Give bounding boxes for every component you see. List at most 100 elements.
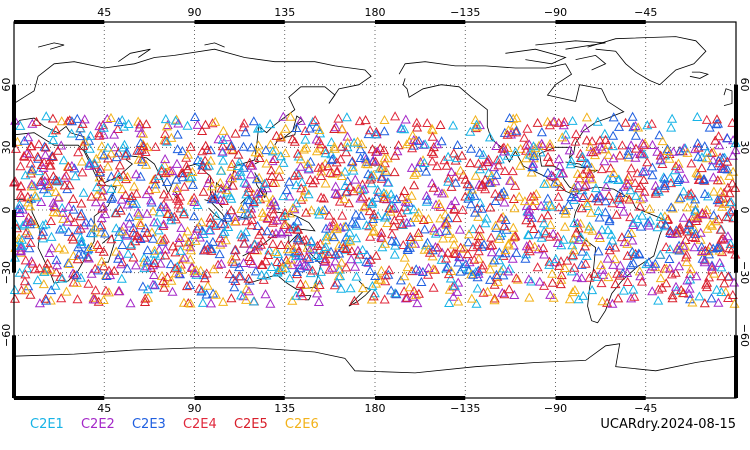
observation-marker xyxy=(214,248,225,259)
observation-marker xyxy=(238,210,249,220)
lon-label-bottom: 180 xyxy=(365,402,386,415)
observation-marker xyxy=(109,265,120,275)
observation-marker xyxy=(135,119,146,129)
observation-marker xyxy=(352,254,363,264)
observation-marker xyxy=(617,140,628,150)
observation-marker xyxy=(540,228,551,238)
observation-marker xyxy=(706,161,717,171)
observation-marker xyxy=(448,248,459,258)
observation-marker xyxy=(691,271,702,281)
observation-marker xyxy=(178,209,189,219)
observation-marker xyxy=(411,167,422,177)
observation-marker xyxy=(443,173,454,183)
observation-marker xyxy=(320,178,331,188)
observation-marker xyxy=(436,188,448,198)
observation-marker xyxy=(328,231,340,242)
observation-marker xyxy=(713,241,724,251)
observation-marker xyxy=(14,199,25,210)
observation-marker xyxy=(527,200,539,210)
observation-marker xyxy=(281,185,292,195)
observation-marker xyxy=(536,232,547,242)
observation-marker xyxy=(473,158,484,168)
observation-marker xyxy=(402,205,413,215)
observation-marker xyxy=(526,167,537,177)
observation-marker xyxy=(45,264,56,274)
observation-marker xyxy=(186,261,198,271)
lon-label-bottom: 45 xyxy=(97,402,111,415)
observation-marker xyxy=(23,132,34,142)
observation-marker xyxy=(25,289,36,299)
observation-marker xyxy=(219,226,230,236)
observation-marker xyxy=(311,288,323,298)
observation-marker xyxy=(295,161,306,171)
observation-marker xyxy=(463,229,475,239)
observation-marker xyxy=(230,244,241,254)
observation-marker xyxy=(711,119,722,129)
observation-marker xyxy=(623,228,634,238)
observation-marker xyxy=(620,117,631,127)
observation-marker xyxy=(503,240,514,250)
observation-marker xyxy=(236,171,247,181)
observation-marker xyxy=(150,173,161,183)
observation-marker xyxy=(306,236,317,246)
observation-marker xyxy=(610,278,621,289)
observation-marker xyxy=(197,297,208,307)
observation-marker xyxy=(155,234,166,244)
observation-marker xyxy=(84,158,95,168)
observation-marker xyxy=(125,298,136,308)
lon-label-bottom: −90 xyxy=(544,402,567,415)
observation-marker xyxy=(626,293,637,303)
observation-marker xyxy=(311,134,322,144)
observation-marker xyxy=(452,139,463,149)
observation-marker xyxy=(369,225,380,235)
observation-marker xyxy=(270,228,282,238)
observation-marker xyxy=(580,258,591,268)
observation-marker xyxy=(498,186,509,196)
observation-marker xyxy=(727,289,738,299)
observation-marker xyxy=(594,212,605,222)
observation-marker xyxy=(604,240,615,250)
observation-marker xyxy=(496,213,507,223)
observation-marker xyxy=(396,123,407,133)
observation-marker xyxy=(402,244,413,254)
observation-marker xyxy=(630,143,642,153)
observation-marker xyxy=(221,132,232,142)
observation-marker xyxy=(439,218,450,228)
observation-marker xyxy=(708,186,719,196)
observation-marker xyxy=(472,283,483,293)
observation-marker xyxy=(62,216,73,226)
observation-marker xyxy=(453,257,464,267)
observation-marker xyxy=(674,163,685,173)
observation-marker xyxy=(430,199,442,209)
lon-label-top: 45 xyxy=(97,6,111,19)
observation-marker xyxy=(379,126,390,136)
observation-marker xyxy=(103,265,115,275)
observation-marker xyxy=(57,273,68,283)
observation-marker xyxy=(708,210,719,220)
observation-marker xyxy=(233,160,244,170)
observation-marker xyxy=(90,197,101,207)
observation-marker xyxy=(654,130,665,140)
observation-marker xyxy=(696,162,707,173)
observation-marker xyxy=(31,192,42,202)
observation-marker xyxy=(20,170,31,180)
coastline xyxy=(348,280,372,307)
observation-marker xyxy=(496,228,507,238)
observation-marker xyxy=(578,290,589,300)
observation-marker xyxy=(252,188,263,198)
observation-marker xyxy=(96,149,107,159)
observation-marker xyxy=(723,292,734,302)
observation-marker xyxy=(427,131,438,141)
observation-marker xyxy=(457,262,468,272)
observation-marker xyxy=(407,238,418,248)
observation-marker xyxy=(266,165,277,175)
observation-marker xyxy=(568,250,579,260)
observation-marker xyxy=(607,172,618,182)
observation-marker xyxy=(19,151,30,161)
observation-marker xyxy=(33,153,44,163)
observation-marker xyxy=(380,276,391,286)
observation-marker xyxy=(51,207,62,217)
observation-marker xyxy=(595,191,606,201)
observation-marker xyxy=(511,127,522,137)
observation-marker xyxy=(400,114,411,124)
